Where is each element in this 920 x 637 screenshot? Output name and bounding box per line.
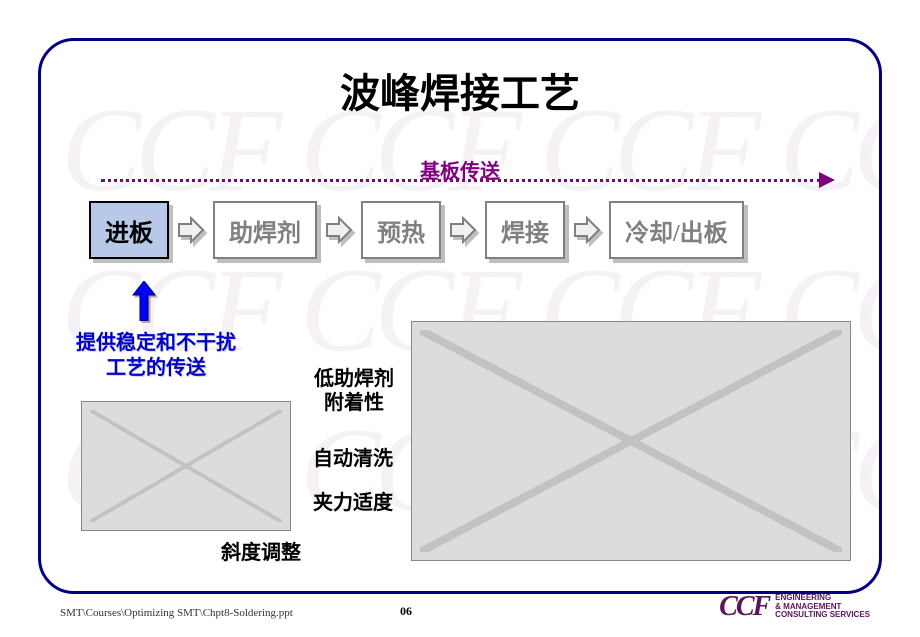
active-step-callout: 提供稳定和不干扰工艺的传送	[71, 331, 241, 381]
brand-logo-text: CCF	[719, 591, 769, 623]
feature-auto-clean: 自动清洗	[313, 447, 393, 471]
step-label: 焊接	[501, 213, 549, 248]
process-flow: 进板 助焊剂 预热 焊接 冷却/出板	[89, 201, 744, 259]
conveyor-image	[411, 321, 851, 561]
flow-arrow-icon	[177, 216, 205, 244]
tagline-line: CONSULTING SERVICES	[775, 610, 870, 619]
conveyor-arrowhead-icon	[819, 172, 835, 188]
machine-image	[81, 401, 291, 531]
step-preheat: 预热	[361, 201, 441, 259]
step-label: 冷却/出板	[625, 213, 728, 248]
conveyor-dotted-line	[101, 179, 821, 182]
step-label: 助焊剂	[229, 213, 301, 248]
flow-arrow-icon	[449, 216, 477, 244]
slide: CCF CCF CCF CCF CCF CCF CCF CCF CCF CCF …	[0, 0, 920, 637]
step-label: 进板	[105, 213, 153, 248]
brand-tagline: ENGINEERING & MANAGEMENT CONSULTING SERV…	[775, 594, 870, 620]
feature-clamp-force: 夹力适度	[313, 491, 393, 515]
step-solder: 焊接	[485, 201, 565, 259]
footer-logo: CCF ENGINEERING & MANAGEMENT CONSULTING …	[719, 591, 870, 623]
footer-page-number: 06	[400, 604, 412, 619]
slide-frame: CCF CCF CCF CCF CCF CCF CCF CCF CCF CCF …	[38, 38, 882, 594]
feature-low-flux: 低助焊剂 附着性	[299, 367, 409, 415]
footer-filepath: SMT\Courses\Optimizing SMT\Chpt8-Solderi…	[60, 607, 293, 619]
step-label: 预热	[377, 213, 425, 248]
tagline-line: & MANAGEMENT	[775, 602, 841, 611]
step-load: 进板	[89, 201, 169, 259]
flow-arrow-icon	[325, 216, 353, 244]
flow-arrow-icon	[573, 216, 601, 244]
slide-title: 波峰焊接工艺	[41, 61, 879, 119]
callout-arrow-icon	[131, 281, 157, 326]
tagline-line: ENGINEERING	[775, 593, 831, 602]
feature-tilt-adjust: 斜度调整	[221, 541, 301, 565]
step-cool-unload: 冷却/出板	[609, 201, 744, 259]
step-flux: 助焊剂	[213, 201, 317, 259]
